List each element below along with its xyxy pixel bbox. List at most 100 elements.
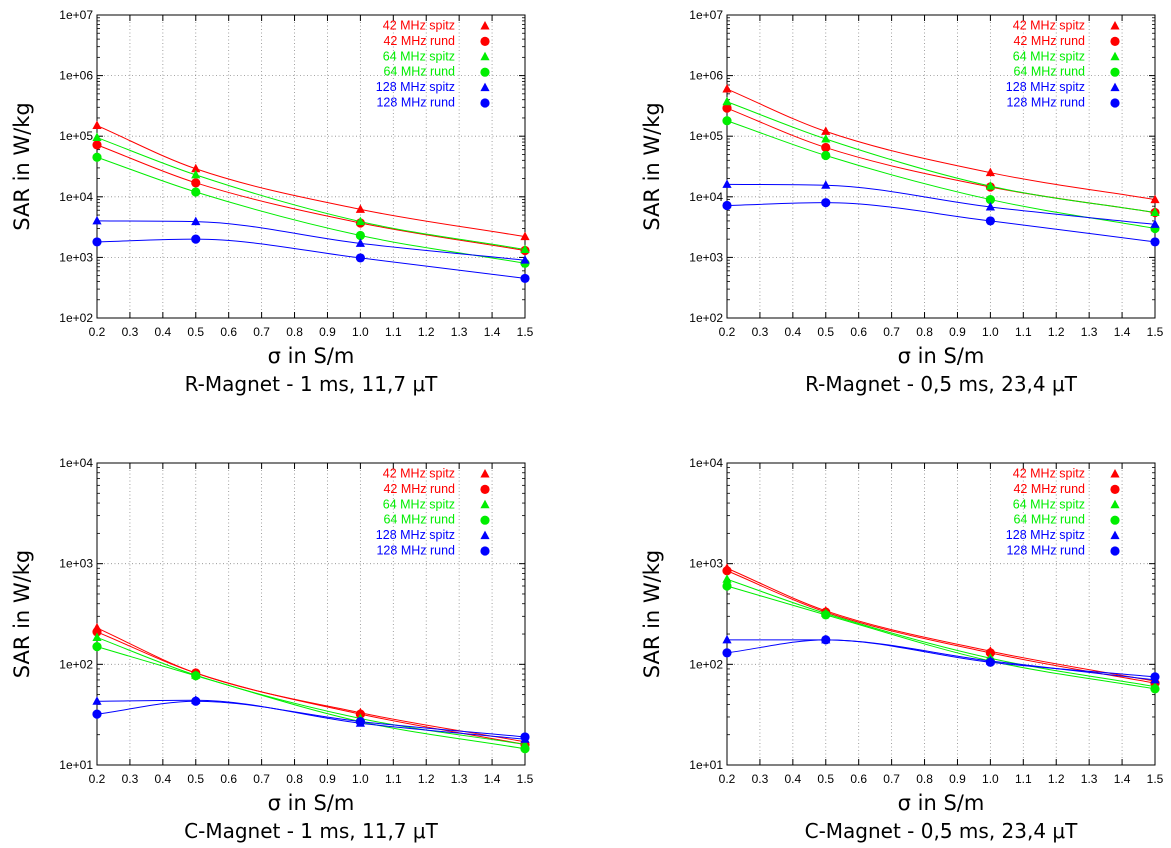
- plot-frame: [726, 14, 1156, 319]
- y-tick-label: 1e+04: [689, 456, 723, 470]
- x-tick-label: 1.2: [418, 325, 435, 339]
- x-tick-label: 0.9: [319, 772, 336, 786]
- data-point: [191, 671, 201, 681]
- x-tick-label: 1.0: [352, 772, 369, 786]
- legend-marker: [480, 98, 490, 108]
- series-line: [96, 220, 526, 261]
- series-line: [96, 156, 526, 264]
- y-tick-label: 1e+03: [59, 557, 93, 571]
- x-tick-label: 0.5: [187, 772, 204, 786]
- data-point: [722, 103, 732, 113]
- series-line: [96, 699, 526, 740]
- data-point: [355, 216, 365, 226]
- data-point: [520, 244, 530, 254]
- data-point: [985, 657, 995, 667]
- series-line: [726, 120, 1156, 229]
- x-tick-label: 0.6: [850, 325, 867, 339]
- legend-label: 42 MHz rund: [1013, 34, 1085, 48]
- data-point: [985, 194, 995, 205]
- series-1: [722, 84, 1160, 204]
- data-point: [722, 566, 732, 576]
- x-tick-label: 0.3: [122, 325, 139, 339]
- legend-label: 64 MHz rund: [1013, 513, 1085, 527]
- x-tick-label: 0.8: [916, 325, 933, 339]
- data-point: [1150, 684, 1160, 694]
- data-point: [92, 215, 102, 225]
- data-point: [1150, 672, 1160, 682]
- series-line: [96, 627, 526, 743]
- legend-marker: [1110, 98, 1120, 108]
- data-point: [1150, 219, 1160, 228]
- data-point: [92, 120, 102, 130]
- legend-label: 128 MHz rund: [1006, 544, 1085, 558]
- data-point: [821, 198, 831, 208]
- legend-marker: [1110, 515, 1120, 525]
- data-point: [985, 201, 995, 211]
- series-4: [92, 152, 530, 268]
- series-line: [727, 639, 1156, 681]
- series-line: [96, 646, 526, 750]
- data-point: [92, 696, 102, 705]
- series-3: [92, 632, 530, 748]
- x-tick-label: 0.5: [817, 325, 834, 339]
- series-line: [96, 238, 526, 279]
- data-point: [821, 126, 831, 135]
- y-tick-label: 1e+02: [689, 311, 723, 325]
- legend-marker: [1110, 36, 1120, 47]
- data-point: [191, 187, 201, 197]
- legend-marker: [480, 469, 490, 478]
- grid: [727, 463, 1155, 765]
- x-tick-label: 0.3: [122, 772, 139, 786]
- y-tick-label: 1e+03: [59, 250, 93, 264]
- x-tick-label: 0.6: [220, 325, 237, 339]
- y-axis-label: SAR in W/kg: [10, 102, 34, 231]
- x-tick-label: 1.4: [1114, 325, 1131, 339]
- x-tick-label: 1.4: [484, 772, 501, 786]
- data-point: [191, 178, 201, 188]
- y-tick-label: 1e+04: [689, 190, 723, 204]
- series-line: [726, 639, 1156, 678]
- x-tick-label: 0.8: [286, 325, 303, 339]
- x-tick-label: 1.3: [1081, 772, 1098, 786]
- series-6: [722, 635, 1160, 682]
- y-tick-label: 1e+01: [59, 758, 93, 772]
- x-tick-label: 0.2: [89, 772, 106, 786]
- data-point: [355, 253, 365, 263]
- legend-label: 128 MHz spitz: [376, 528, 455, 542]
- data-point: [722, 179, 732, 188]
- data-point: [821, 180, 831, 189]
- legend-label: 64 MHz spitz: [1013, 497, 1085, 511]
- data-point: [191, 216, 201, 226]
- x-tick-label: 1.2: [1048, 325, 1065, 339]
- x-tick-label: 0.2: [719, 772, 736, 786]
- data-point: [520, 231, 530, 241]
- series-3: [722, 96, 1160, 217]
- x-tick-label: 0.4: [155, 772, 172, 786]
- legend-marker: [480, 530, 490, 540]
- data-point: [92, 632, 102, 641]
- series-line: [96, 125, 526, 238]
- legend-marker: [1110, 82, 1120, 92]
- legend-label: 42 MHz spitz: [1013, 19, 1085, 33]
- data-point: [355, 238, 365, 247]
- x-axis-label: σ in S/m: [268, 791, 355, 815]
- x-tick-label: 0.5: [187, 325, 204, 339]
- data-point: [985, 216, 995, 226]
- data-point: [821, 635, 831, 645]
- series-5: [92, 215, 530, 264]
- legend-label: 42 MHz rund: [383, 482, 455, 496]
- legend-marker: [1110, 51, 1120, 61]
- grid: [97, 15, 525, 318]
- legend-marker: [480, 515, 490, 525]
- series-6: [722, 198, 1160, 247]
- legend-label: 42 MHz spitz: [383, 19, 455, 33]
- data-point: [191, 234, 201, 244]
- x-axis-label: σ in S/m: [898, 791, 985, 815]
- data-point: [355, 716, 365, 727]
- x-tick-label: 1.0: [982, 772, 999, 786]
- y-tick-label: 1e+07: [689, 8, 723, 22]
- y-tick-label: 1e+03: [689, 557, 723, 571]
